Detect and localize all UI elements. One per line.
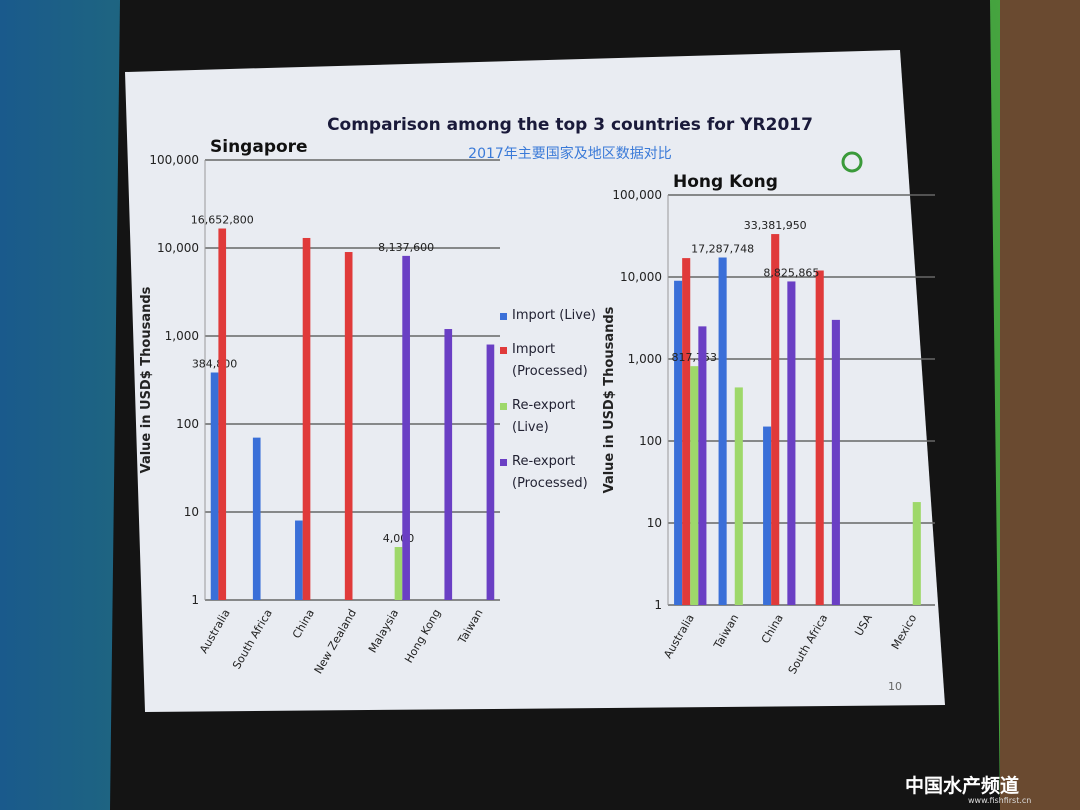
watermark-name: 中国水产频道 (905, 774, 1019, 797)
value-label: 8,137,600 (378, 241, 434, 254)
bar (831, 319, 840, 605)
value-label: 817,753 (672, 351, 718, 364)
bar (718, 257, 727, 605)
value-label: 16,652,800 (191, 214, 254, 227)
legend-label: Re-export (Processed) (512, 454, 588, 491)
bar (763, 426, 772, 605)
logo (841, 151, 863, 173)
bar (734, 387, 743, 605)
bar (674, 280, 683, 605)
bar (486, 344, 495, 600)
legend: Import (Live) Import (Processed) Re-export… (500, 305, 600, 507)
value-label: 8,825,865 (763, 266, 819, 279)
value-label: 384,800 (192, 357, 238, 370)
y-axis-label: Value in USD$ Thousands (139, 286, 154, 473)
y-tick-label: 10,000 (620, 270, 662, 284)
legend-label: Import (Processed) (512, 342, 588, 379)
y-tick-label: 100,000 (149, 153, 199, 167)
y-tick-label: 10 (184, 505, 199, 519)
y-tick-label: 10 (647, 516, 662, 530)
watermark-url: www.fishfirst.cn (968, 796, 1031, 805)
bar (344, 252, 353, 600)
legend-entry: Re-export (Processed) (500, 451, 600, 495)
legend-entry: Re-export (Live) (500, 395, 600, 439)
bar (787, 281, 796, 605)
bar (690, 366, 699, 605)
y-tick-label: 1 (191, 593, 199, 607)
y-tick-label: 1,000 (628, 352, 662, 366)
legend-swatch (500, 347, 507, 354)
chart-title: Singapore (210, 137, 308, 157)
chart-title: Hong Kong (673, 172, 778, 192)
bar (815, 270, 824, 605)
bar (402, 255, 410, 600)
slide-title: Comparison among the top 3 countries for… (327, 115, 813, 135)
bar (295, 520, 303, 600)
y-tick-label: 10,000 (157, 241, 199, 255)
wall (1000, 0, 1080, 810)
legend-entry: Import (Live) (500, 305, 600, 327)
bar (302, 237, 311, 600)
slide-subtitle: 2017年主要国家及地区数据对比 (468, 145, 672, 162)
bar (771, 234, 780, 606)
legend-swatch (500, 403, 507, 410)
legend-label: Re-export (Live) (512, 398, 576, 435)
bar (252, 437, 261, 600)
page-number: 10 (888, 680, 902, 693)
y-tick-label: 1 (654, 598, 662, 612)
bar (394, 547, 403, 600)
value-label: 33,381,950 (744, 219, 807, 232)
y-tick-label: 100,000 (612, 188, 662, 202)
y-tick-label: 100 (176, 417, 199, 431)
bar (218, 228, 227, 600)
y-tick-label: 1,000 (165, 329, 199, 343)
bar (682, 258, 691, 605)
bar (444, 329, 453, 600)
legend-label: Import (Live) (512, 308, 596, 323)
y-axis-label: Value in USD$ Thousands (602, 306, 617, 493)
value-label: 17,287,748 (691, 243, 754, 256)
bar (912, 502, 921, 605)
bar (210, 372, 219, 600)
legend-swatch (500, 459, 507, 466)
y-tick-label: 100 (639, 434, 662, 448)
bar (698, 326, 707, 605)
legend-entry: Import (Processed) (500, 339, 600, 383)
legend-swatch (500, 313, 507, 320)
